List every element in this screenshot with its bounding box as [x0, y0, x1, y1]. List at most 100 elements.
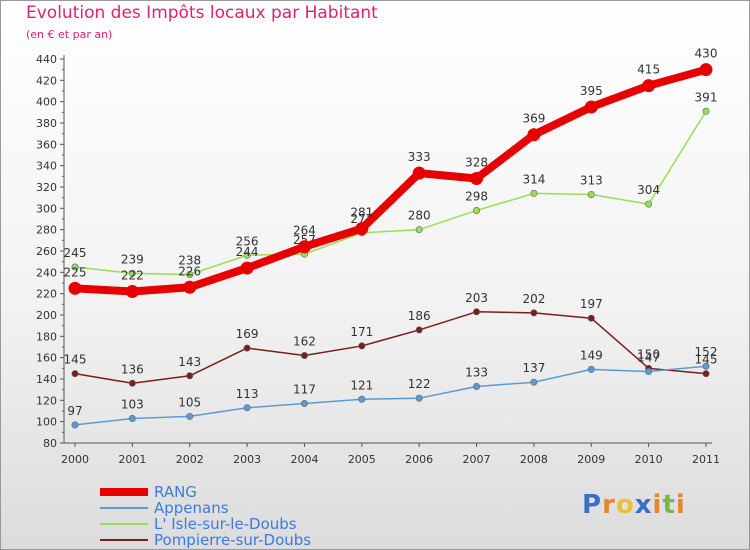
legend-swatch-rang	[100, 488, 148, 496]
data-point	[68, 281, 82, 295]
data-label: 239	[121, 252, 144, 266]
data-label: 333	[408, 150, 431, 164]
data-point	[300, 400, 308, 408]
series-line-0	[71, 65, 710, 296]
x-tick-label: 2005	[348, 453, 376, 466]
data-label: 169	[236, 327, 259, 341]
y-tick-label: 280	[36, 224, 57, 237]
data-point	[702, 107, 710, 115]
data-label: 121	[350, 378, 373, 392]
data-label: 203	[465, 291, 488, 305]
data-label: 328	[465, 155, 488, 169]
x-tick-label: 2010	[635, 453, 663, 466]
data-label: 395	[580, 84, 603, 98]
y-tick-label: 180	[36, 330, 57, 343]
data-point	[473, 308, 481, 316]
chart-subtitle: (en € et par an)	[26, 28, 113, 41]
data-point	[415, 394, 423, 402]
data-point	[358, 342, 366, 350]
data-point	[186, 372, 194, 380]
data-label: 430	[695, 47, 718, 61]
y-tick-label: 300	[36, 202, 57, 215]
data-label: 238	[178, 253, 201, 267]
data-point	[530, 309, 538, 317]
legend-swatch-isle	[100, 523, 148, 525]
x-tick-label: 2001	[118, 453, 146, 466]
legend-label-isle: L' Isle-sur-le-Doubs	[154, 515, 297, 533]
chart-title: Evolution des Impôts locaux par Habitant	[26, 3, 378, 23]
x-tick-label: 2009	[577, 453, 605, 466]
data-label: 226	[178, 264, 201, 278]
data-label: 391	[695, 90, 718, 104]
data-label: 281	[350, 206, 373, 220]
data-label: 197	[580, 297, 603, 311]
data-label: 149	[580, 348, 603, 362]
y-tick-label: 340	[36, 160, 57, 173]
data-point	[243, 251, 251, 259]
data-label: 186	[408, 309, 431, 323]
data-point	[297, 240, 311, 254]
data-label: 244	[236, 245, 259, 259]
data-point	[183, 280, 197, 294]
data-label: 171	[350, 325, 373, 339]
logo-letter: o	[615, 490, 635, 520]
data-point	[125, 285, 139, 299]
data-point	[473, 382, 481, 390]
x-tick-label: 2000	[61, 453, 89, 466]
data-point	[530, 189, 538, 197]
data-point	[186, 412, 194, 420]
data-point	[642, 79, 656, 93]
legend-swatch-appenans	[100, 507, 148, 509]
series-line-1	[74, 365, 707, 426]
data-point	[530, 378, 538, 386]
data-point	[645, 368, 653, 376]
logo-letter: i	[652, 490, 663, 520]
data-label: 137	[522, 361, 545, 375]
data-point	[243, 344, 251, 352]
data-label: 225	[64, 265, 87, 279]
data-label: 202	[522, 292, 545, 306]
x-tick-label: 2004	[290, 453, 318, 466]
data-label: 105	[178, 395, 201, 409]
data-point	[587, 314, 595, 322]
y-tick-label: 80	[43, 437, 57, 450]
data-label: 304	[637, 183, 660, 197]
legend-swatch-pompierre	[100, 539, 148, 541]
y-tick-label: 100	[36, 416, 57, 429]
data-label: 314	[522, 172, 545, 186]
data-label: 122	[408, 377, 431, 391]
y-tick-label: 360	[36, 138, 57, 151]
data-label: 113	[236, 387, 259, 401]
y-tick-label: 400	[36, 96, 57, 109]
data-label: 313	[580, 173, 603, 187]
data-label: 369	[522, 112, 545, 126]
y-tick-label: 160	[36, 352, 57, 365]
data-label: 222	[121, 269, 144, 283]
data-point	[587, 365, 595, 373]
data-label: 145	[695, 353, 718, 367]
data-point	[473, 206, 481, 214]
x-tick-label: 2006	[405, 453, 433, 466]
data-label: 145	[64, 353, 87, 367]
y-tick-label: 120	[36, 394, 57, 407]
data-label: 162	[293, 335, 316, 349]
data-label: 143	[178, 355, 201, 369]
data-label: 133	[465, 365, 488, 379]
data-point	[71, 421, 79, 429]
logo-letter: P	[582, 490, 603, 520]
data-point	[645, 200, 653, 208]
data-point	[584, 100, 598, 114]
data-point	[702, 362, 710, 370]
data-label: 117	[293, 383, 316, 397]
data-label: 264	[293, 224, 316, 238]
data-point	[702, 370, 710, 378]
legend-label-pompierre: Pompierre-sur-Doubs	[154, 531, 312, 549]
y-tick-label: 260	[36, 245, 57, 258]
data-point	[240, 261, 254, 275]
data-point	[186, 270, 194, 278]
data-point	[527, 128, 541, 142]
data-label: 147	[637, 351, 660, 365]
data-point	[699, 63, 713, 77]
data-point	[358, 395, 366, 403]
